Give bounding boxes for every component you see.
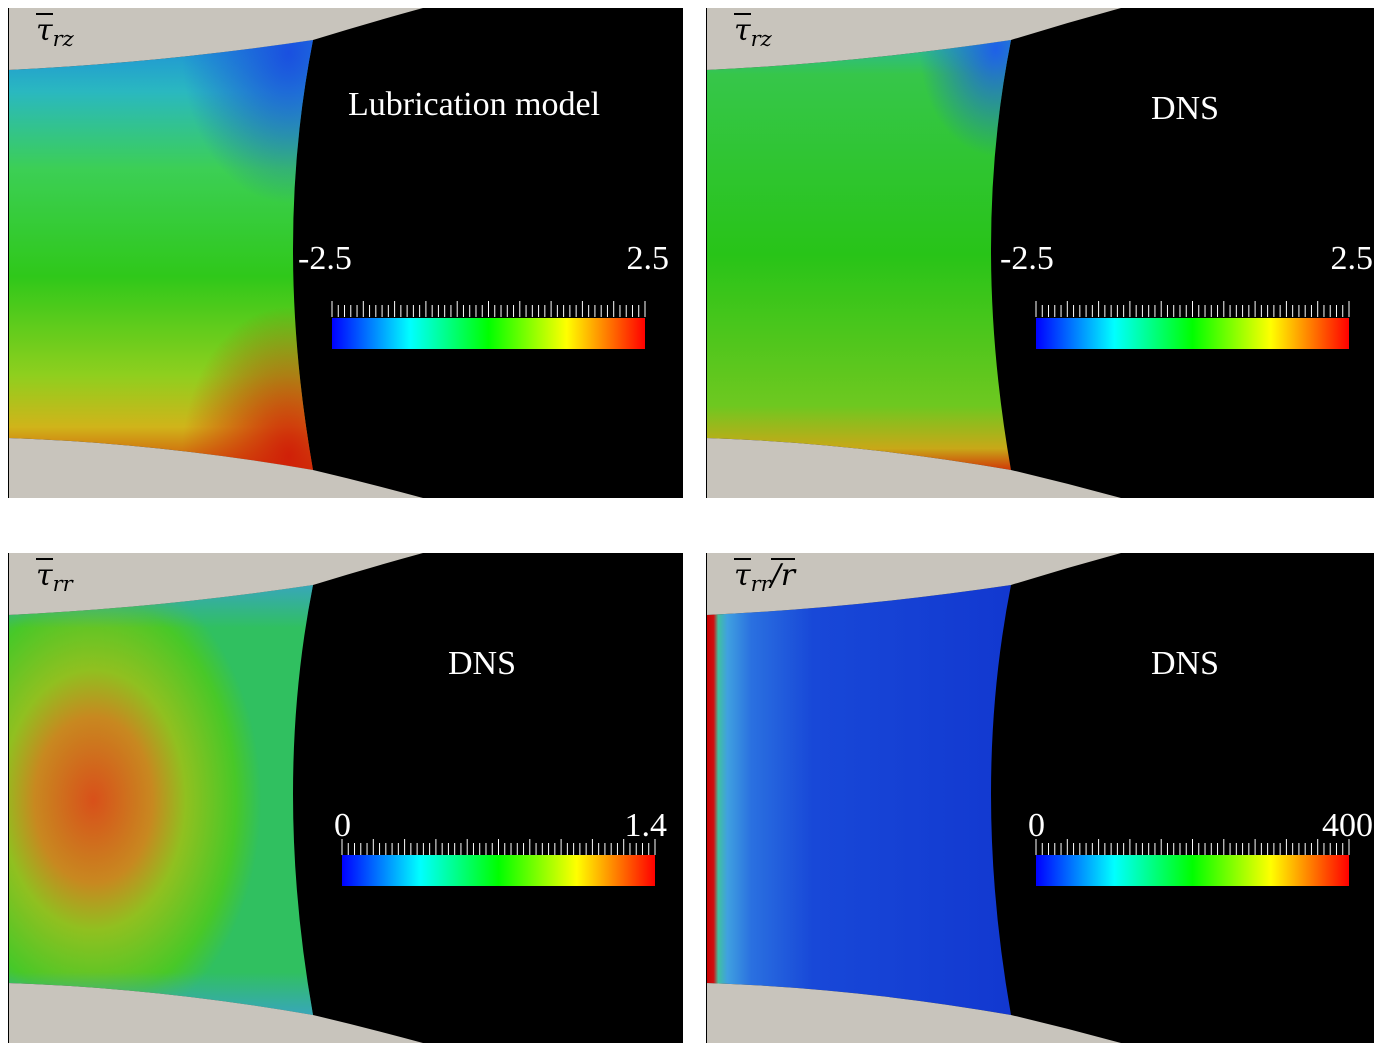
contour-plot xyxy=(706,8,1374,498)
contour-plot xyxy=(8,8,683,498)
colorbar-min-label: -2.5 xyxy=(1000,240,1054,277)
field-label: τrr/r xyxy=(734,558,796,596)
panel-title: Lubrication model xyxy=(348,86,601,123)
colorbar-min-label: -2.5 xyxy=(298,240,352,277)
panel-title: DNS xyxy=(448,645,517,682)
top-wall xyxy=(8,553,423,615)
colorbar xyxy=(342,855,655,886)
field-label: τrr xyxy=(36,558,73,596)
colorbar-ticks xyxy=(1035,301,1350,317)
colorbar xyxy=(332,318,645,349)
colorbar-min-label: 0 xyxy=(1028,807,1045,844)
contour-plot xyxy=(706,553,1374,1043)
panel-tau-rz-dns: τrz DNS -2.5 2.5 xyxy=(706,8,1374,498)
panel-title: DNS xyxy=(1151,90,1220,127)
colorbar-ticks xyxy=(331,301,646,317)
colorbar-ticks xyxy=(1035,839,1350,855)
panel-title: DNS xyxy=(1151,645,1220,682)
colorbar-max-label: 2.5 xyxy=(626,240,670,277)
field-label: τrz xyxy=(36,13,74,51)
panel-tau-rr-dns: τrr DNS 0 1.4 xyxy=(8,553,683,1043)
field-label: τrz xyxy=(734,13,772,51)
colorbar-max-label: 400 xyxy=(1322,807,1373,844)
bottom-wall xyxy=(706,983,1121,1043)
colorbar-ticks xyxy=(341,839,656,855)
colorbar xyxy=(1036,855,1349,886)
top-wall xyxy=(706,553,1121,615)
panel-tau-rr-over-r-dns: τrr/r DNS 0 400 xyxy=(706,553,1374,1043)
bottom-wall xyxy=(8,438,423,498)
colorbar-max-label: 2.5 xyxy=(1330,240,1374,277)
top-wall xyxy=(706,8,1121,70)
top-wall xyxy=(8,8,423,70)
colorbar xyxy=(1036,318,1349,349)
colorbar-max-label: 1.4 xyxy=(624,807,668,844)
colorbar-min-label: 0 xyxy=(334,807,351,844)
contour-plot xyxy=(8,553,683,1043)
panel-tau-rz-lubrication: τrz Lubrication model -2.5 2.5 xyxy=(8,8,683,498)
bottom-wall xyxy=(8,983,423,1043)
bottom-wall xyxy=(706,438,1121,498)
